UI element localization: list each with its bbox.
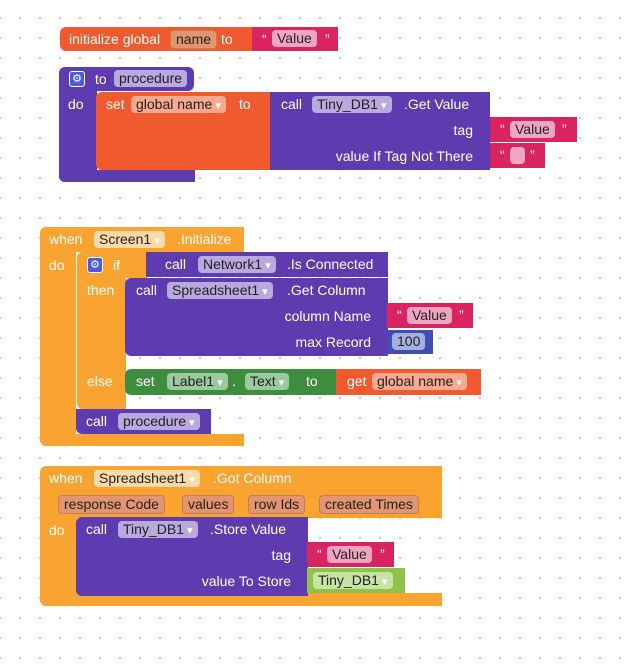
text-block[interactable]: “Value” bbox=[490, 117, 577, 142]
network-dropdown[interactable]: Network1 bbox=[198, 256, 276, 273]
init-keyword: initialize global bbox=[69, 31, 161, 47]
gear-icon[interactable]: ⚙ bbox=[87, 257, 103, 273]
tag-label: tag bbox=[453, 122, 473, 138]
set-label-text-block[interactable]: set Label1 . Text to bbox=[125, 369, 337, 395]
value-to-store-label: value To Store bbox=[201, 573, 291, 589]
text-value[interactable]: Value bbox=[510, 121, 555, 138]
param-response-code[interactable]: response Code bbox=[58, 495, 165, 514]
max-record-label: max Record bbox=[295, 334, 371, 350]
do-label: do bbox=[49, 522, 65, 538]
param-row-ids[interactable]: row Ids bbox=[248, 495, 306, 514]
component-dropdown[interactable]: Tiny_DB1 bbox=[312, 96, 392, 113]
if-block[interactable] bbox=[76, 252, 126, 409]
procedure-name-field[interactable]: procedure bbox=[114, 70, 188, 87]
text-block[interactable]: “Value” bbox=[252, 27, 338, 51]
tinydb-component-dropdown[interactable]: Tiny_DB1 bbox=[313, 572, 393, 589]
spreadsheet-dropdown[interactable]: Spreadsheet1 bbox=[94, 470, 200, 487]
method-label: .Is Connected bbox=[287, 256, 374, 272]
method-label: .Get Column bbox=[287, 282, 366, 298]
else-label: else bbox=[87, 373, 113, 389]
gear-icon[interactable]: ⚙ bbox=[69, 71, 85, 87]
then-label: then bbox=[87, 282, 115, 298]
component-block[interactable]: Tiny_DB1 bbox=[307, 568, 405, 593]
init-to: to bbox=[221, 31, 233, 47]
procedure-dropdown[interactable]: procedure bbox=[118, 413, 200, 430]
variable-dropdown[interactable]: global name bbox=[131, 96, 226, 113]
is-connected-block[interactable]: call Network1 .Is Connected bbox=[146, 252, 388, 277]
set-label: set bbox=[106, 96, 125, 112]
tag-label: tag bbox=[271, 547, 291, 563]
text-block[interactable]: “Value” bbox=[387, 303, 473, 328]
get-label: get bbox=[347, 373, 367, 389]
do-label: do bbox=[49, 257, 65, 273]
call-label: call bbox=[281, 96, 303, 112]
initialize-global-block[interactable]: initialize global name to bbox=[60, 27, 256, 51]
screen-dropdown[interactable]: Screen1 bbox=[94, 231, 165, 248]
store-value-block[interactable]: call Tiny_DB1 .Store Value tag value To … bbox=[76, 517, 308, 596]
text-value[interactable] bbox=[510, 147, 525, 164]
number-value[interactable]: 100 bbox=[392, 333, 426, 350]
label-dropdown[interactable]: Label1 bbox=[167, 373, 228, 390]
proc-to: to bbox=[95, 71, 107, 87]
get-column-block[interactable]: call Spreadsheet1 .Get Column column Nam… bbox=[125, 278, 388, 356]
to-label: to bbox=[306, 373, 318, 389]
set-label: set bbox=[136, 373, 155, 389]
column-name-label: column Name bbox=[284, 308, 371, 324]
variable-dropdown[interactable]: global name bbox=[372, 373, 467, 390]
spreadsheet-dropdown[interactable]: Spreadsheet1 bbox=[167, 282, 273, 299]
when-label: when bbox=[49, 231, 83, 247]
property-dropdown[interactable]: Text bbox=[245, 373, 290, 390]
method-label: .Get Value bbox=[404, 96, 470, 112]
set-global-block[interactable]: set global name to bbox=[96, 92, 271, 170]
number-block[interactable]: 100 bbox=[387, 330, 433, 354]
text-value[interactable]: Value bbox=[327, 546, 372, 563]
param-created-times[interactable]: created Times bbox=[319, 495, 419, 514]
call-label: call bbox=[165, 256, 187, 272]
global-name-field[interactable]: name bbox=[170, 30, 218, 49]
text-value[interactable]: Value bbox=[407, 307, 452, 324]
empty-text-block[interactable]: “” bbox=[490, 143, 545, 168]
proc-do: do bbox=[68, 96, 84, 112]
event-label: .Got Column bbox=[213, 470, 292, 486]
tinydb-dropdown[interactable]: Tiny_DB1 bbox=[118, 521, 198, 538]
param-values[interactable]: values bbox=[182, 495, 235, 514]
text-value[interactable]: Value bbox=[272, 30, 317, 47]
when-label: when bbox=[49, 470, 83, 486]
call-label: call bbox=[86, 413, 108, 429]
call-procedure-block[interactable]: call procedure bbox=[76, 409, 211, 434]
if-label: if bbox=[113, 257, 120, 273]
get-value-block[interactable]: call Tiny_DB1 .Get Value tag value If Ta… bbox=[270, 92, 490, 170]
to-label: to bbox=[239, 96, 251, 112]
text-block[interactable]: “Value” bbox=[307, 542, 394, 567]
call-label: call bbox=[136, 282, 158, 298]
call-label: call bbox=[86, 521, 108, 537]
not-there-label: value If Tag Not There bbox=[335, 148, 473, 164]
event-label: .Initialize bbox=[177, 231, 232, 247]
method-label: .Store Value bbox=[210, 521, 287, 537]
dot-label: . bbox=[232, 373, 236, 389]
get-global-block[interactable]: get global name bbox=[336, 369, 481, 395]
